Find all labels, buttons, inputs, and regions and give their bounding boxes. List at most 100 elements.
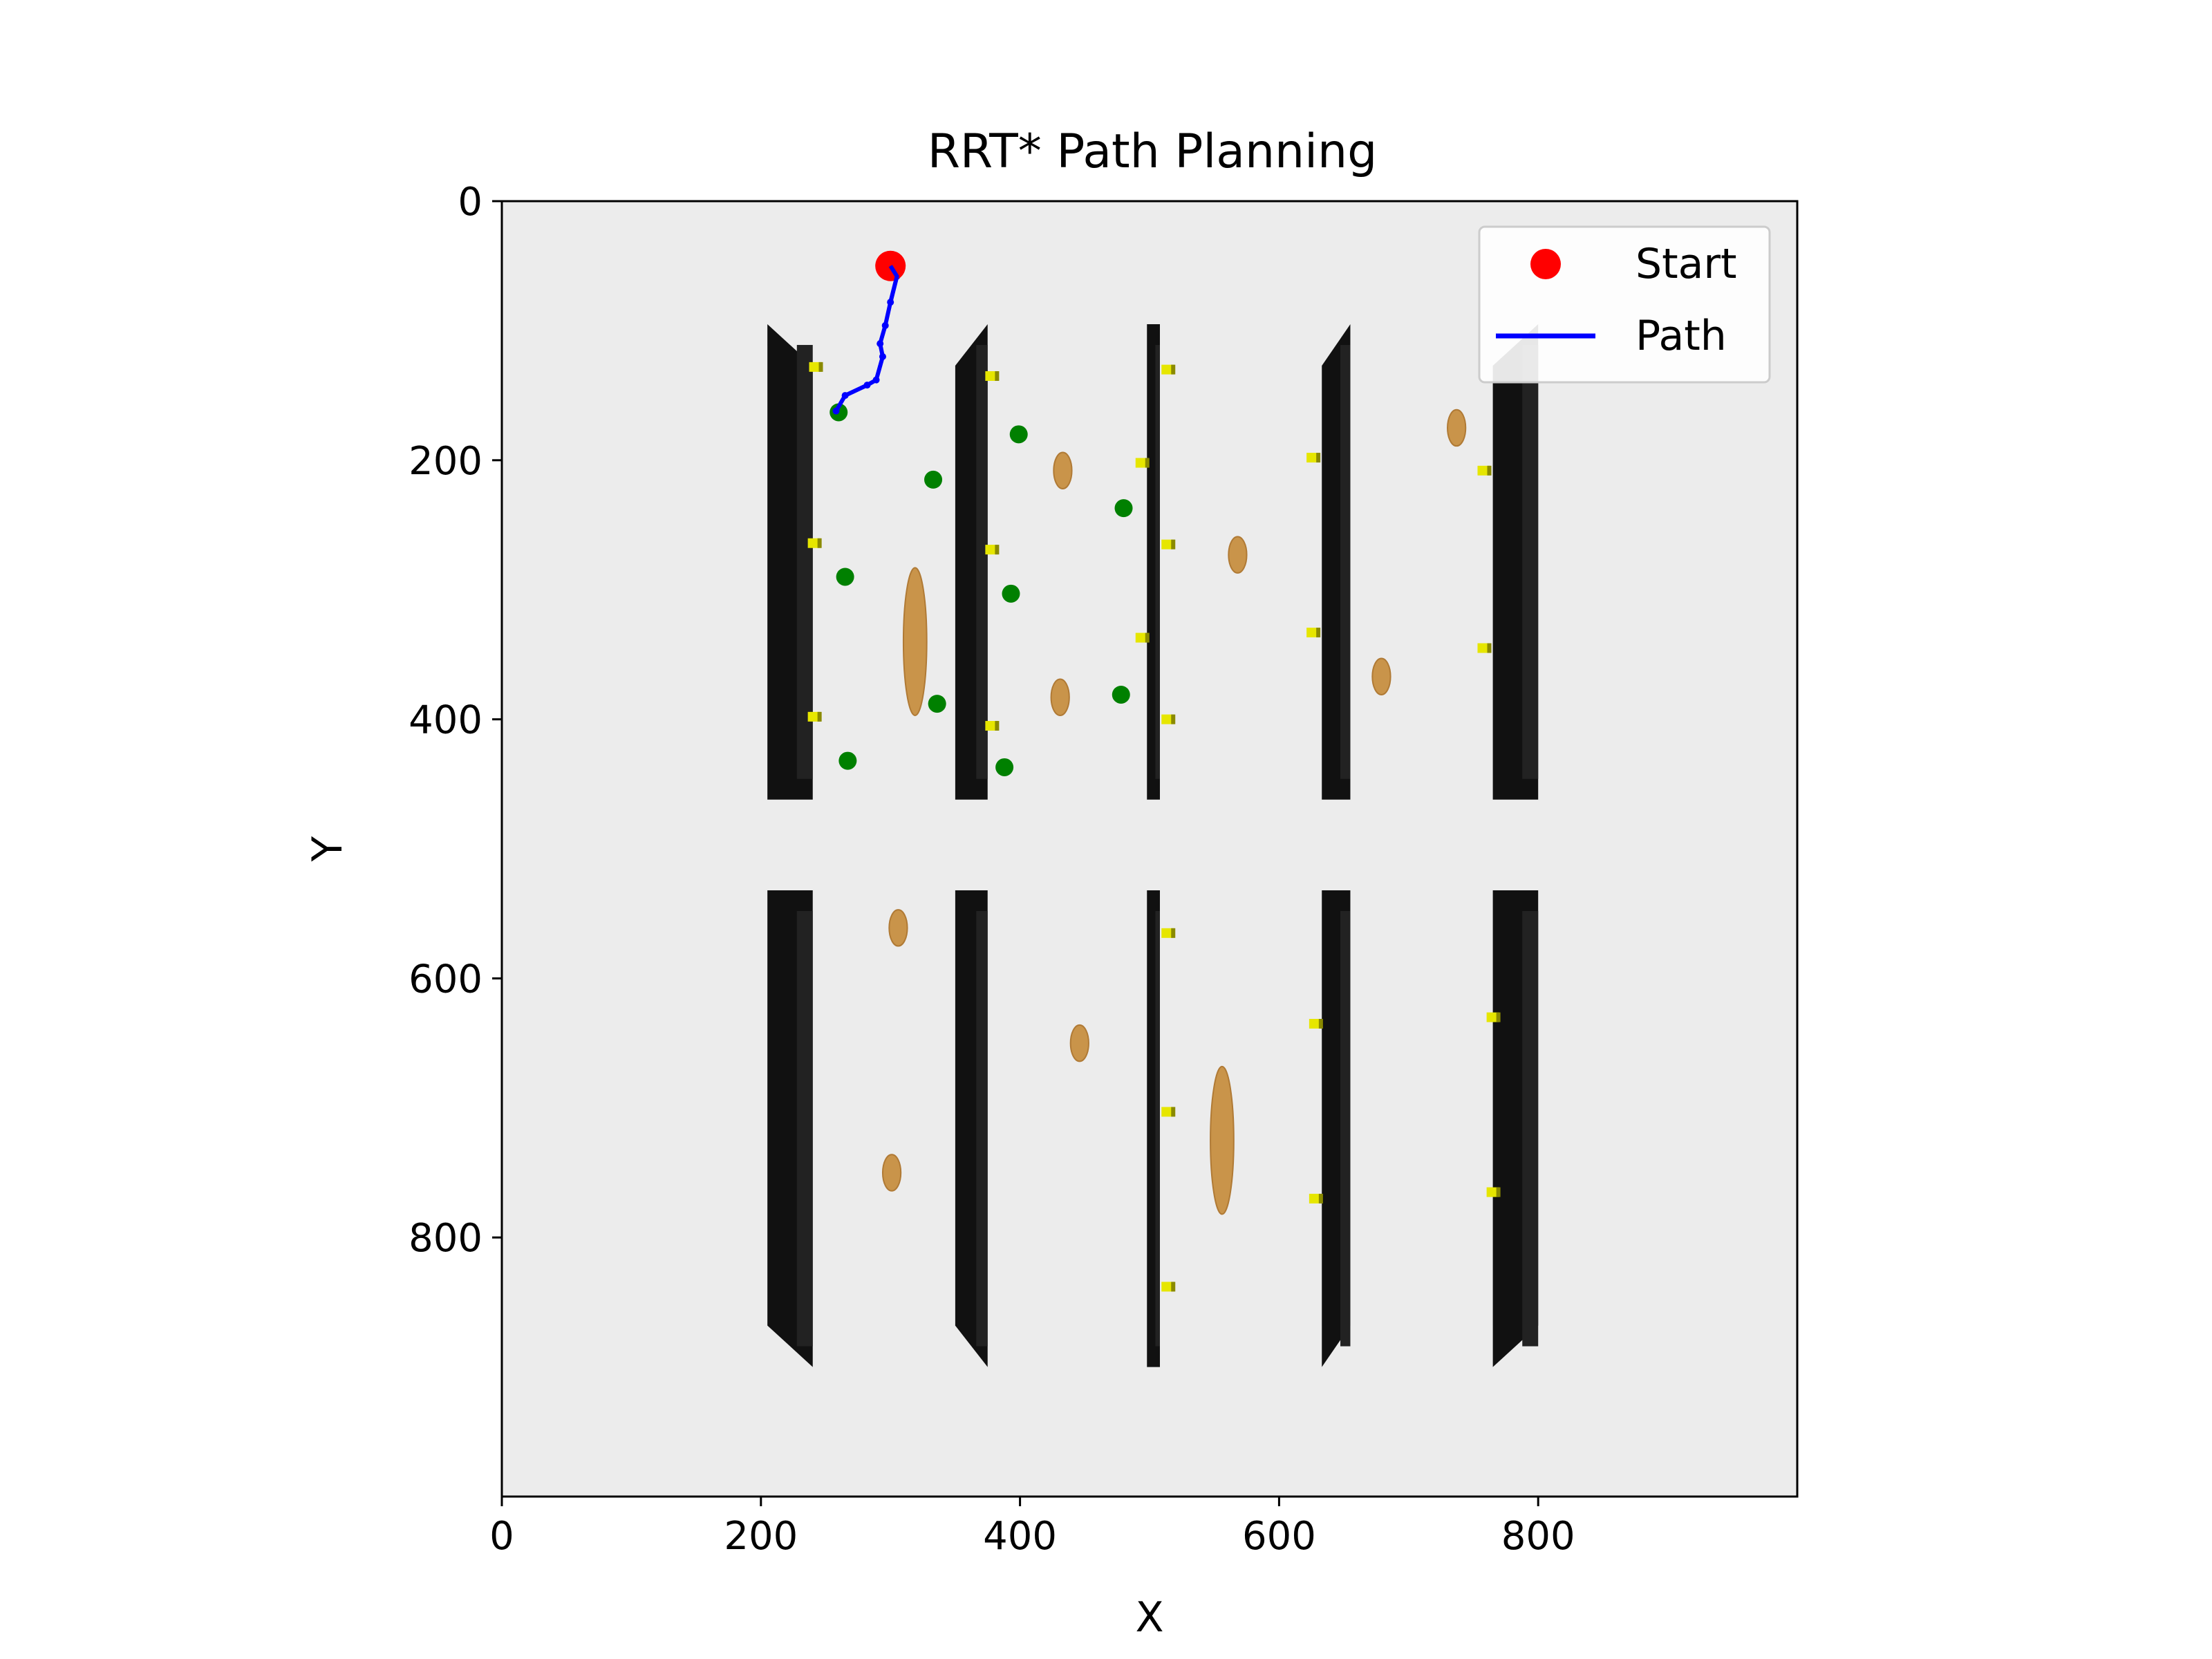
marker-face: [1161, 364, 1174, 375]
plot-area: [500, 200, 1799, 1498]
tree-node-5: [1002, 584, 1020, 603]
marker-side: [1171, 539, 1176, 550]
tree-node-4: [836, 568, 854, 586]
marker-6: [1161, 364, 1176, 375]
marker-face: [1477, 643, 1490, 653]
tree-node-9: [995, 758, 1014, 776]
obstacles-layer: [881, 409, 1467, 1215]
path-vertex-3: [881, 321, 889, 329]
wall-side: [1340, 910, 1351, 1347]
marker-1: [985, 371, 1000, 381]
legend: Start Path: [1478, 225, 1771, 384]
marker-side: [1171, 1282, 1176, 1292]
x-tick-label: 400: [983, 1514, 1057, 1559]
marker-face: [1161, 1107, 1174, 1117]
marker-side: [1171, 714, 1176, 724]
path-vertex-5: [879, 353, 886, 360]
marker-4: [807, 711, 822, 722]
wall-side: [1340, 345, 1351, 779]
marker-face: [1161, 1282, 1174, 1292]
marker-12: [1306, 628, 1321, 638]
marker-0: [809, 362, 823, 372]
obstacle-6: [888, 909, 908, 947]
wall-8: [1322, 890, 1351, 1367]
marker-side: [995, 720, 1000, 731]
y-axis-label: Y: [303, 836, 352, 862]
marker-9: [1135, 632, 1150, 643]
marker-face: [1309, 1018, 1322, 1029]
x-axis-label: X: [1135, 1593, 1163, 1642]
wall-1: [955, 324, 988, 800]
path-vertex-8: [841, 392, 849, 400]
y-tick-label: 800: [409, 1216, 482, 1261]
legend-start-label: Start: [1635, 240, 1737, 288]
marker-face: [1477, 465, 1490, 476]
tree-node-3: [1114, 499, 1133, 518]
x-tick-label: 600: [1242, 1514, 1316, 1559]
marker-side: [1316, 628, 1321, 638]
path-vertex-7: [863, 382, 871, 389]
wall-9: [1492, 890, 1539, 1367]
marker-side: [1145, 632, 1150, 643]
marker-14: [1477, 643, 1492, 653]
wall-0: [767, 324, 813, 800]
marker-face: [985, 545, 998, 555]
marker-side: [1171, 928, 1176, 938]
marker-side: [817, 711, 822, 722]
marker-face: [985, 720, 998, 731]
wall-6: [955, 890, 988, 1367]
obstacle-2: [1050, 678, 1070, 716]
tree-node-2: [924, 470, 943, 489]
marker-side: [995, 545, 1000, 555]
marker-side: [818, 362, 823, 372]
marker-face: [809, 362, 822, 372]
marker-side: [1487, 643, 1492, 653]
wall-side: [796, 345, 813, 779]
wall-side: [1522, 910, 1539, 1347]
marker-20: [1486, 1012, 1501, 1022]
path-vertex-4: [877, 340, 884, 348]
y-axis: 0 200 400 600 800 Y: [303, 180, 502, 1261]
marker-side: [1318, 1018, 1323, 1029]
obstacle-1: [1053, 451, 1073, 490]
marker-side: [1171, 1107, 1176, 1117]
tree-node-6: [928, 695, 946, 713]
path-vertex-6: [872, 376, 880, 384]
y-ticks: 0 200 400 600 800: [409, 180, 502, 1261]
obstacle-9: [1210, 1065, 1235, 1215]
marker-side: [1487, 465, 1492, 476]
x-axis: 0 200 400 600 800 X: [489, 1497, 1575, 1642]
marker-face: [1306, 628, 1320, 638]
y-tick-label: 600: [409, 957, 482, 1002]
wall-side: [796, 910, 813, 1347]
marker-side: [1171, 364, 1176, 375]
x-ticks: 0 200 400 600 800: [489, 1497, 1575, 1559]
chart-title: RRT* Path Planning: [928, 124, 1378, 179]
marker-side: [817, 538, 822, 548]
path-line-overlay: [888, 265, 899, 303]
walls-layer: [767, 324, 1539, 1367]
marker-side: [1318, 1193, 1323, 1203]
markers-layer: [807, 362, 1501, 1292]
x-tick-label: 200: [724, 1514, 798, 1559]
wall-side: [1522, 345, 1539, 779]
y-tick-label: 200: [409, 439, 482, 484]
marker-18: [1309, 1018, 1323, 1029]
wall-side: [976, 345, 988, 779]
marker-face: [807, 711, 821, 722]
path-vertex-9: [832, 407, 840, 415]
marker-16: [1161, 1107, 1176, 1117]
marker-side: [995, 371, 1000, 381]
obstacle-8: [881, 1154, 902, 1192]
marker-10: [1161, 714, 1176, 724]
marker-5: [985, 720, 1000, 731]
wall-side: [1155, 345, 1160, 779]
wall-5: [767, 890, 813, 1367]
start-layer: [875, 250, 906, 303]
marker-face: [1161, 714, 1174, 724]
wall-3: [1322, 324, 1351, 800]
marker-face: [1161, 539, 1174, 550]
marker-face: [1161, 928, 1174, 938]
tree-node-7: [1112, 685, 1130, 704]
